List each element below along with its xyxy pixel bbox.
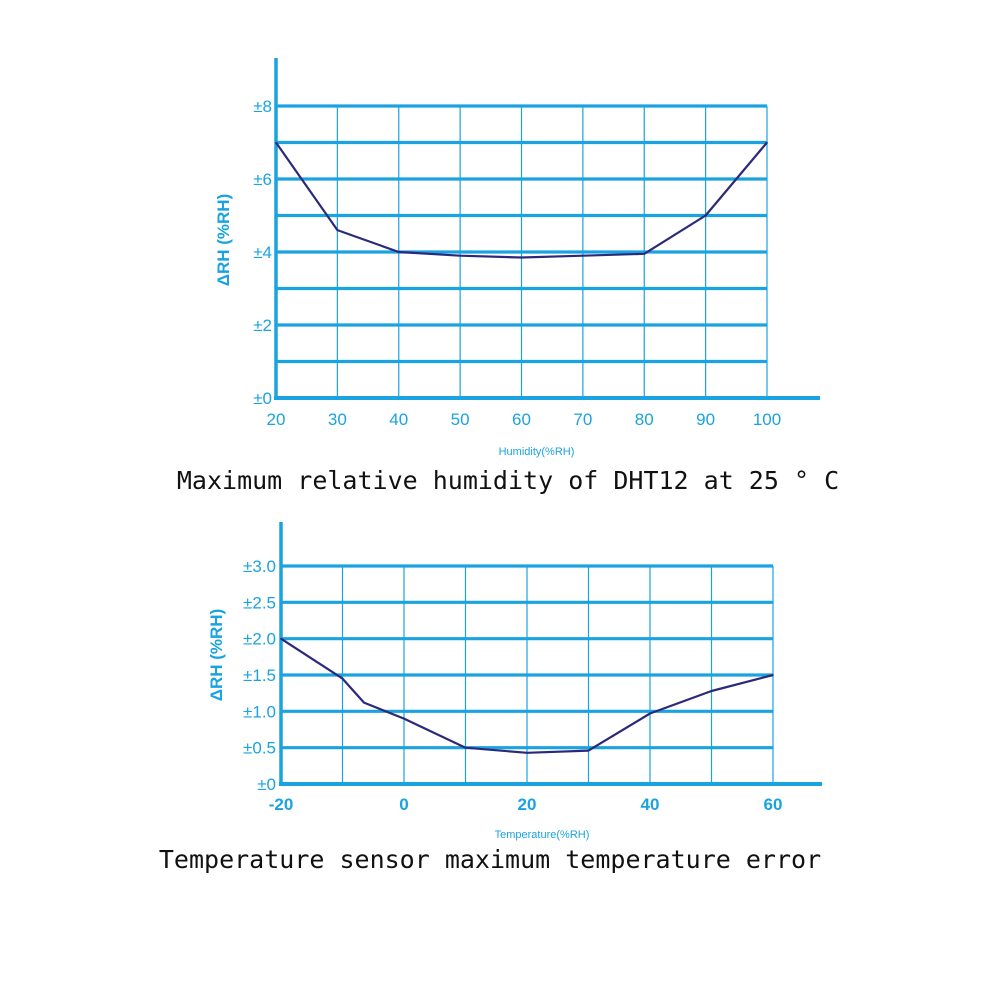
c1-data-point <box>582 254 584 257</box>
c2-y-tick-label: ±2.5 <box>243 593 276 612</box>
c2-y-tick-label: ±1.5 <box>243 666 276 685</box>
c2-data-point <box>526 751 528 754</box>
c2-y-axis-title: ΔRH (%RH) <box>207 609 226 702</box>
c2-x-tick-label: 40 <box>641 795 660 814</box>
c1-y-tick-label: ±0 <box>253 389 272 408</box>
c1-x-tick-label: 50 <box>451 410 470 429</box>
c1-x-tick-label: 20 <box>267 410 286 429</box>
c2-series-line-0 <box>280 637 774 754</box>
c2-y-tick-label: ±3.0 <box>243 557 276 576</box>
c1-data-point <box>766 141 768 144</box>
c2-x-tick-label: -20 <box>269 795 294 814</box>
c1-x-tick-label: 100 <box>753 410 781 429</box>
c2-y-tick-label: ±1.0 <box>243 702 276 721</box>
c2-y-tick-label: ±0 <box>257 775 276 794</box>
c1-x-tick-label: 80 <box>635 410 654 429</box>
temperature-chart-caption: Temperature sensor maximum temperature e… <box>158 845 822 874</box>
c1-y-tick-label: ±2 <box>253 316 272 335</box>
c2-y-tick-label: ±2.0 <box>243 630 276 649</box>
c1-data-point <box>704 214 707 217</box>
c2-data-point <box>403 717 405 720</box>
c1-x-tick-label: 70 <box>573 410 592 429</box>
c1-x-tick-label: 30 <box>328 410 347 429</box>
c2-data-point <box>464 746 467 749</box>
c2-x-tick-label: 20 <box>518 795 537 814</box>
c1-x-tick-label: 40 <box>389 410 408 429</box>
c1-y-tick-label: ±4 <box>253 243 272 262</box>
c1-data-point <box>336 229 339 231</box>
c1-x-tick-label: 60 <box>512 410 531 429</box>
c2-y-tick-label: ±0.5 <box>243 739 276 758</box>
c2-data-point <box>280 637 282 640</box>
c2-data-point <box>710 690 713 692</box>
c1-y-tick-label: ±8 <box>253 97 272 116</box>
c2-data-point <box>363 701 365 704</box>
c2-data-point <box>649 712 651 715</box>
c2-data-point <box>772 674 774 676</box>
c1-x-axis-title: Humidity(%RH) <box>499 446 575 458</box>
c2-data-point <box>587 749 590 752</box>
c2-x-tick-label: 60 <box>764 795 783 814</box>
c1-x-tick-label: 90 <box>696 410 715 429</box>
c1-data-point <box>275 141 277 144</box>
c2-x-axis-title: Temperature(%RH) <box>495 829 590 841</box>
humidity-chart-caption: Maximum relative humidity of DHT12 at 25… <box>176 466 840 495</box>
c1-data-point <box>520 256 523 259</box>
c1-y-axis-title: ΔRH (%RH) <box>214 194 233 287</box>
c1-data-point <box>459 254 461 257</box>
c2-x-tick-label: 0 <box>399 795 408 814</box>
c1-data-point <box>643 253 646 255</box>
c1-y-tick-label: ±6 <box>253 170 272 189</box>
c2-data-point <box>341 677 344 680</box>
c1-data-point <box>397 251 400 253</box>
